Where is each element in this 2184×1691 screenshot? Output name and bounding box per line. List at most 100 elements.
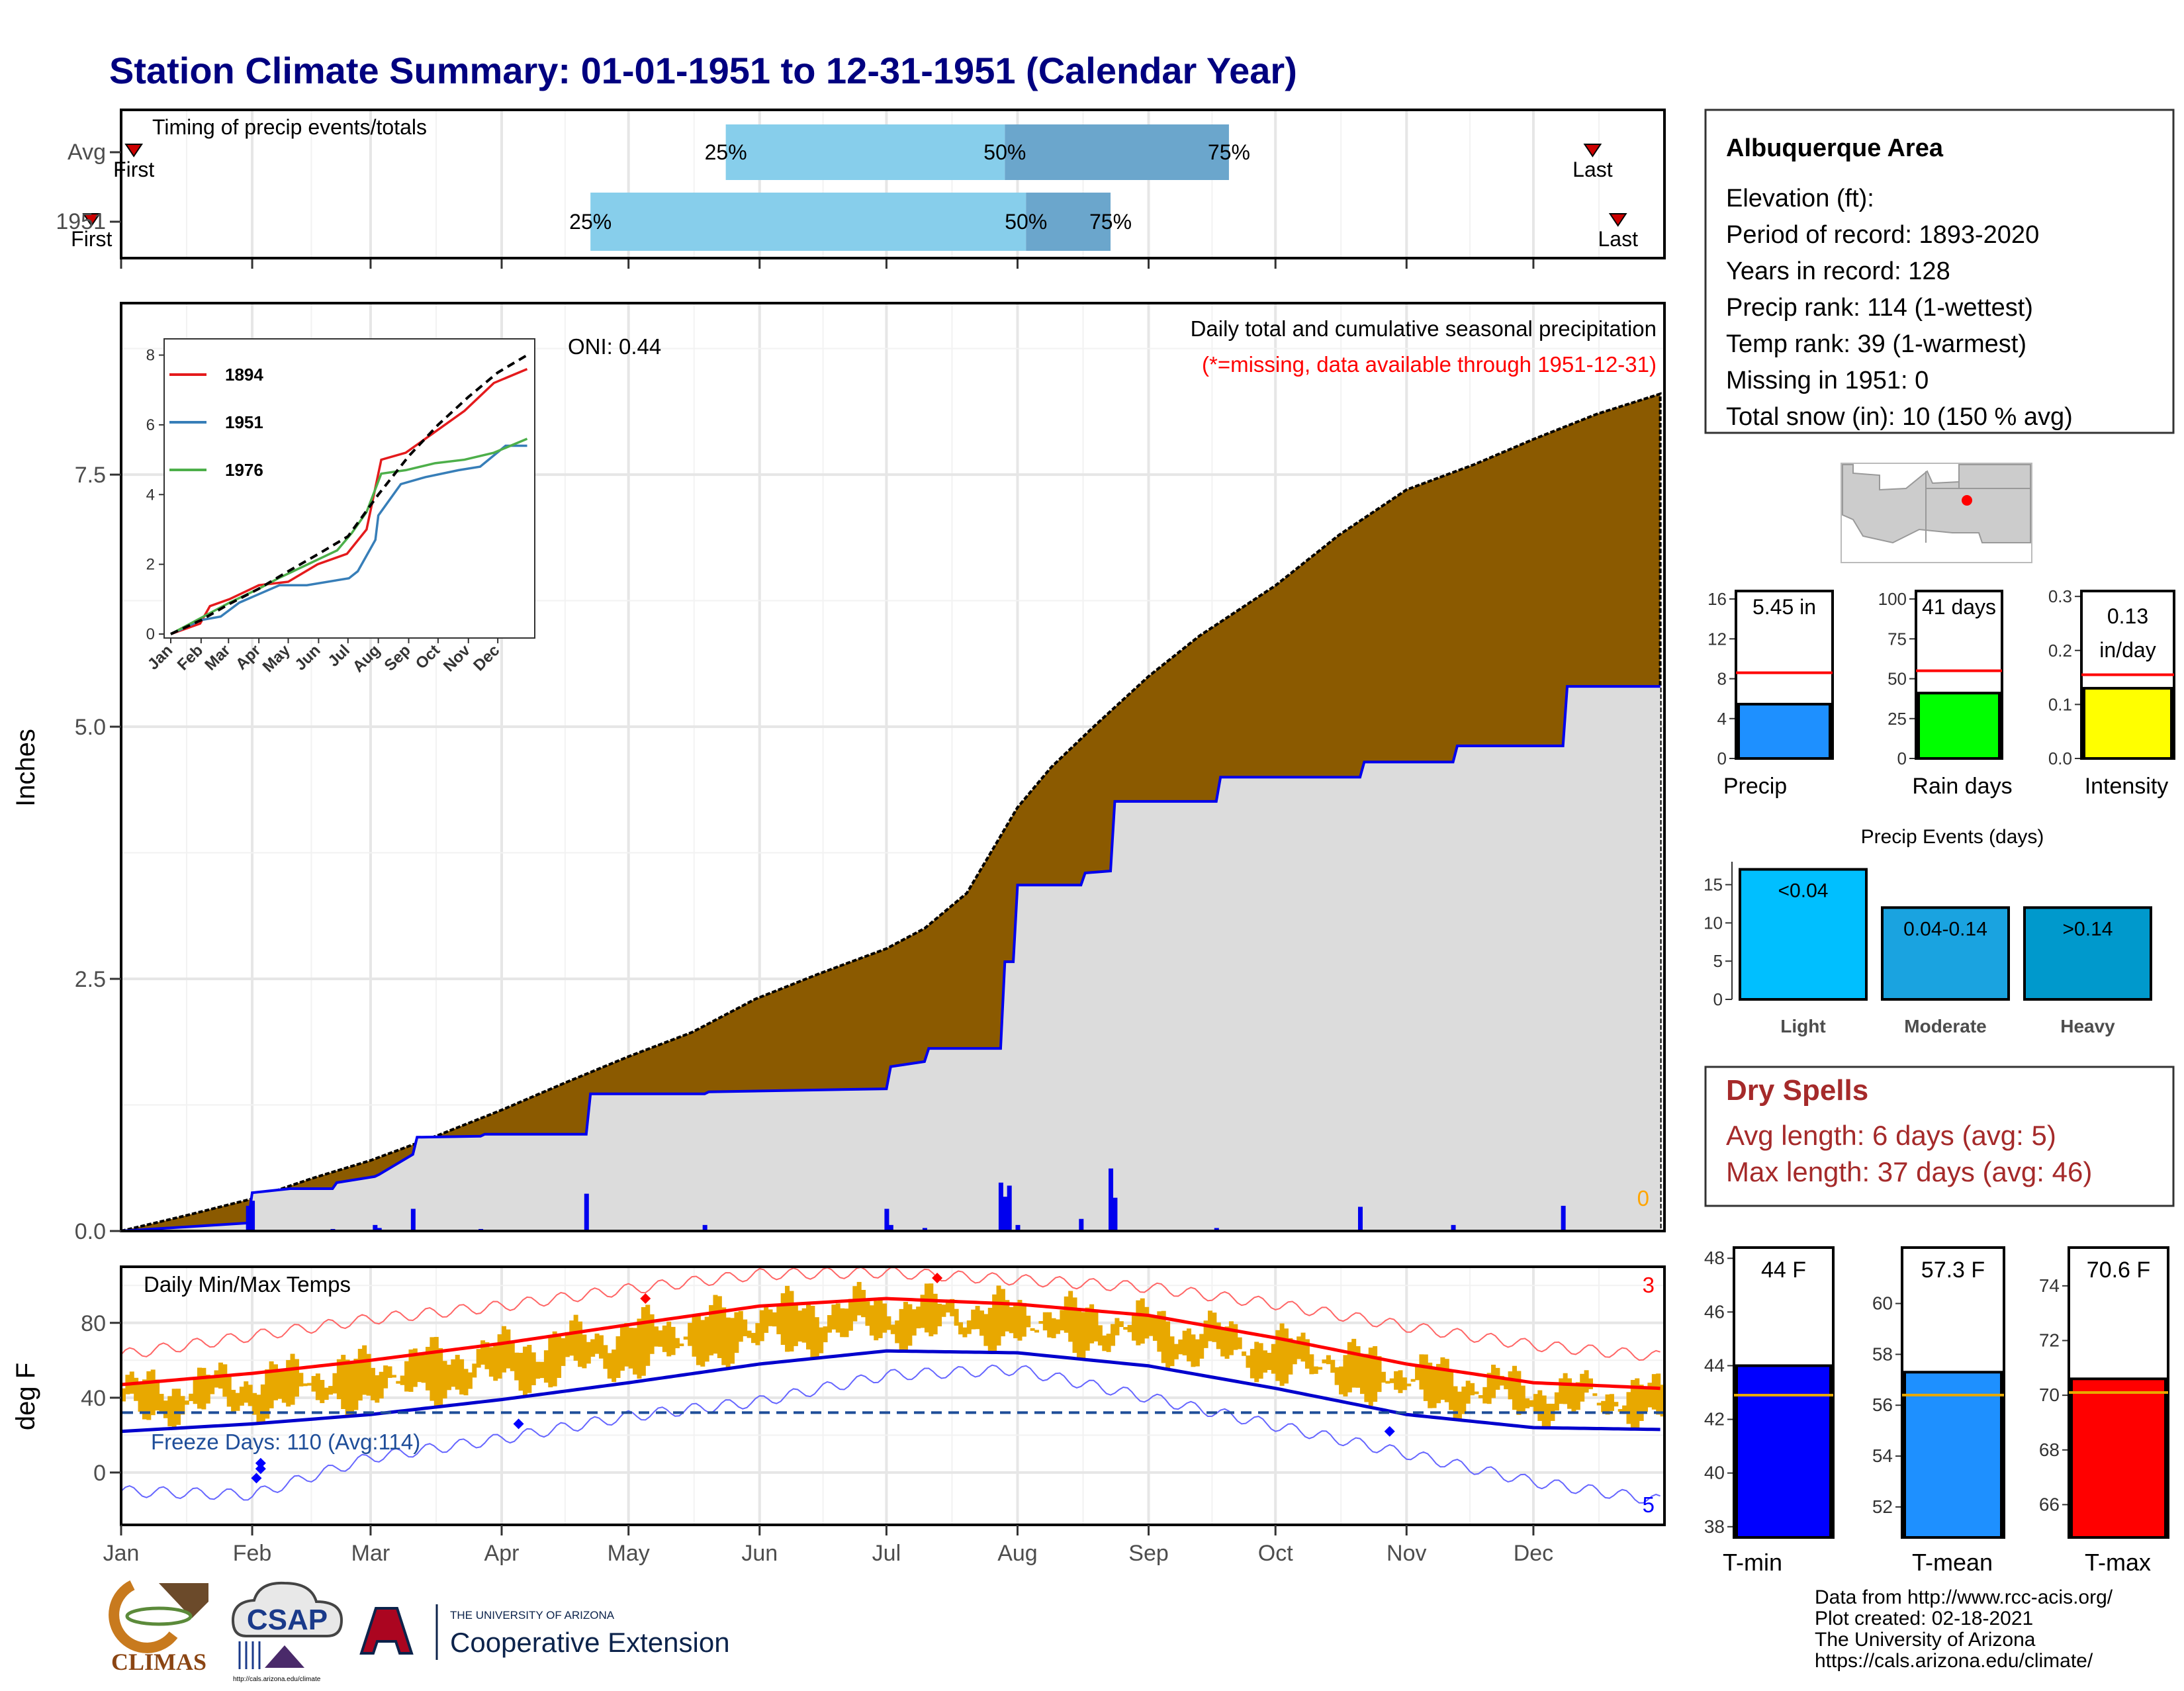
daily-temp-bar xyxy=(1304,1339,1310,1369)
daily-temp-bar xyxy=(1127,1324,1132,1332)
station-location-marker xyxy=(1962,495,1972,506)
daily-temp-bar xyxy=(193,1379,198,1404)
rain-days-bar-y-tick-label: 75 xyxy=(1888,629,1907,649)
footer-line: Data from http://www.rcc-acis.org/ xyxy=(1815,1586,2113,1608)
timing-last-marker-label: Last xyxy=(1598,227,1638,251)
daily-temp-bar xyxy=(1444,1359,1449,1402)
events-y-tick-label: 15 xyxy=(1704,875,1723,895)
daily-temp-bar xyxy=(725,1317,731,1369)
daily-temp-bar xyxy=(1402,1377,1407,1391)
tmean-bar-value-bar xyxy=(1903,1371,2003,1539)
daily-temp-bar xyxy=(1191,1334,1196,1367)
daily-precip-bar xyxy=(584,1193,589,1231)
month-label: Jul xyxy=(872,1541,901,1566)
dry-spells-title: Dry Spells xyxy=(1726,1074,1868,1107)
timing-row-label: 1951 xyxy=(56,209,106,234)
location-map xyxy=(1841,463,2032,563)
inset-legend-label: 1951 xyxy=(225,412,263,432)
daily-temp-bar xyxy=(996,1285,1001,1346)
event-bar-moderate xyxy=(1881,906,2010,1001)
inset-y-tick-label: 2 xyxy=(146,556,155,574)
record-highs-count: 3 xyxy=(1643,1273,1655,1297)
missing-data-note: (*=missing, data available through 1951-… xyxy=(1202,352,1657,377)
daily-temp-bar xyxy=(383,1365,388,1389)
precip-bar-y-tick-label: 8 xyxy=(1717,669,1727,689)
footer-credits: Data from http://www.rcc-acis.org/Plot c… xyxy=(1815,1586,2113,1672)
daily-temp-bar xyxy=(332,1373,338,1394)
footer-line: The University of Arizona xyxy=(1815,1629,2036,1651)
daily-temp-bar xyxy=(1525,1398,1530,1408)
daily-temp-bar xyxy=(1389,1378,1394,1383)
daily-temp-bar xyxy=(890,1324,895,1334)
event-bar-label: 0.04-0.14 xyxy=(1903,918,1987,940)
daily-precip-bar xyxy=(1451,1224,1456,1231)
daily-temp-bar xyxy=(1639,1385,1644,1422)
daily-temp-bar xyxy=(235,1393,240,1411)
record-low-marker xyxy=(1384,1426,1395,1437)
daily-temp-bar xyxy=(1432,1367,1437,1408)
daily-temp-bar xyxy=(1554,1392,1559,1411)
daily-temp-bar xyxy=(827,1315,832,1333)
csap-mountain-icon xyxy=(265,1645,304,1668)
daily-temp-bar xyxy=(281,1369,287,1403)
daily-temp-bar xyxy=(666,1321,672,1357)
daily-temp-bar xyxy=(1026,1315,1031,1328)
daily-temp-bar xyxy=(142,1379,147,1420)
daily-temp-bar xyxy=(1571,1384,1576,1413)
daily-temp-bar xyxy=(1030,1328,1035,1331)
daily-temp-bar xyxy=(353,1358,359,1410)
daily-temp-bar xyxy=(260,1384,265,1424)
precip-panel: 0.0 2.5 5.0 7.5 Inches ONI: 0.44 Daily tota… xyxy=(11,302,1666,1244)
daily-temp-bar xyxy=(315,1373,320,1400)
daily-temp-bar xyxy=(273,1364,278,1400)
temp-y-tick-label: 0 xyxy=(93,1461,106,1486)
daily-temp-bar xyxy=(210,1377,215,1394)
daily-temp-bar xyxy=(992,1294,997,1353)
state-boundaries xyxy=(1925,465,2030,543)
daily-temp-bar xyxy=(1051,1318,1056,1338)
daily-temp-bar xyxy=(197,1367,202,1409)
daily-temp-bar xyxy=(882,1303,887,1333)
daily-temp-bar xyxy=(789,1291,794,1352)
precip-y-tick-label: 5.0 xyxy=(75,715,106,740)
daily-temp-bar xyxy=(1263,1350,1268,1373)
daily-temp-bar xyxy=(704,1316,709,1362)
daily-temp-bar xyxy=(349,1363,354,1416)
daily-temp-bar xyxy=(244,1381,249,1403)
daily-temp-bar xyxy=(1123,1327,1128,1330)
daily-temp-bar xyxy=(121,1388,126,1402)
daily-temp-bar xyxy=(1089,1304,1095,1344)
timing-first-marker-label: First xyxy=(113,158,154,181)
daily-temp-bar xyxy=(688,1322,693,1346)
daily-temp-bar xyxy=(1415,1365,1420,1381)
month-x-axis: Jan Feb Mar Apr May Jun Jul Aug Sep Oct Nov Dec xyxy=(103,1525,1553,1566)
daily-temp-bar xyxy=(1228,1321,1234,1355)
daily-temp-bar xyxy=(1359,1354,1365,1394)
daily-temp-bar xyxy=(971,1309,976,1330)
daily-temp-bar xyxy=(1461,1387,1467,1414)
inset-y-tick-label: 6 xyxy=(146,416,155,434)
daily-precip-bar xyxy=(410,1209,416,1231)
daily-temp-bar xyxy=(598,1335,604,1359)
daily-temp-bar xyxy=(1559,1378,1564,1404)
record-low-marker xyxy=(513,1418,524,1430)
daily-temp-bar xyxy=(366,1353,371,1396)
inset-series-avg-line xyxy=(170,353,528,635)
daily-temp-bar xyxy=(954,1308,959,1326)
daily-temp-bar xyxy=(518,1353,523,1391)
daily-temp-bar xyxy=(527,1345,532,1393)
daily-temp-bar xyxy=(1377,1356,1382,1393)
inset-background xyxy=(164,339,535,638)
daily-temp-bar xyxy=(1546,1403,1551,1428)
station-info-line: Elevation (ft): xyxy=(1726,185,1874,212)
daily-temp-bar xyxy=(819,1327,824,1353)
timing-last-marker-icon xyxy=(1583,144,1602,158)
timing-iqr-lower-bar xyxy=(725,124,1005,180)
event-bar-label: <0.04 xyxy=(1778,880,1829,902)
daily-temp-bar xyxy=(1165,1321,1171,1369)
daily-temp-bar xyxy=(539,1361,545,1379)
timing-last-marker-icon xyxy=(1608,213,1627,227)
event-category-label: Moderate xyxy=(1904,1016,1986,1036)
month-label: Jun xyxy=(741,1541,778,1566)
